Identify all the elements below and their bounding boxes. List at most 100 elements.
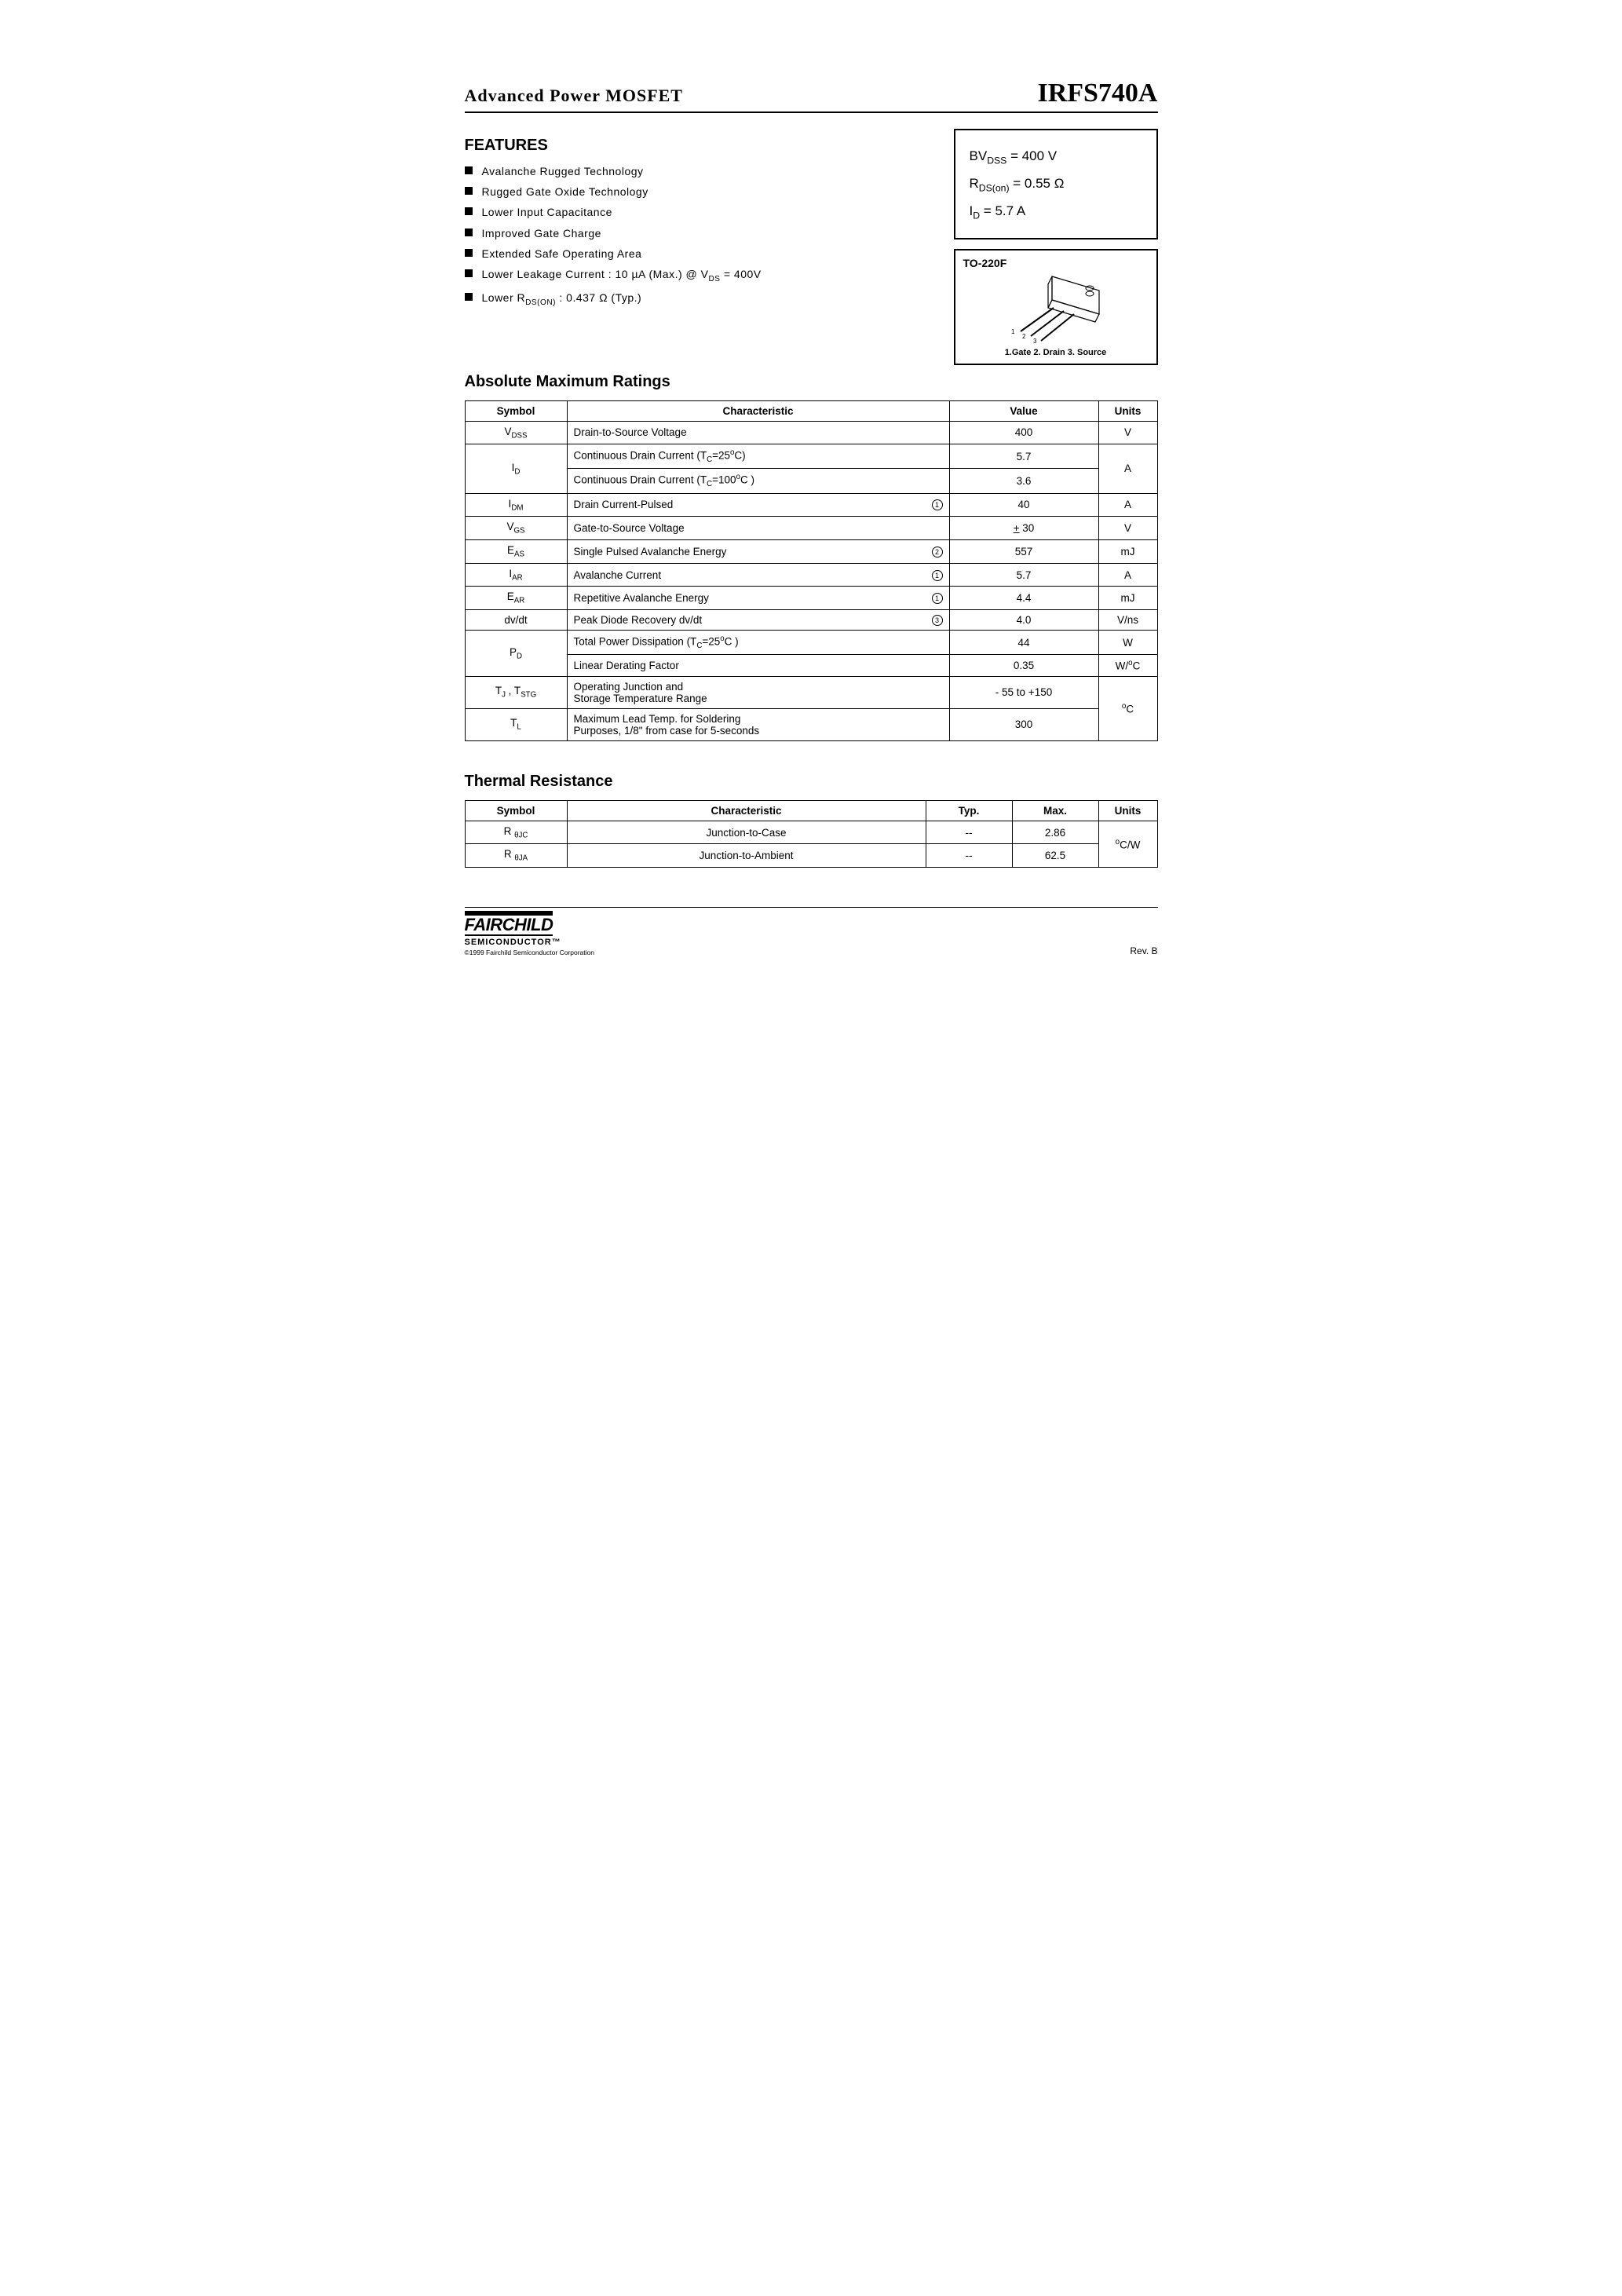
units-cell: A (1098, 563, 1157, 587)
symbol-cell: ID (465, 444, 567, 493)
value-cell: 557 (949, 540, 1098, 564)
feature-item: Avalanche Rugged Technology (465, 164, 930, 178)
characteristic-cell: Peak Diode Recovery dv/dt3 (567, 610, 949, 631)
units-cell: oC/W (1098, 821, 1157, 867)
feature-text: Rugged Gate Oxide Technology (482, 185, 648, 199)
bullet-icon (465, 166, 473, 174)
spec-column: BVDSS = 400 VRDS(on) = 0.55 ΩID = 5.7 A … (954, 129, 1158, 365)
footnote-icon: 1 (932, 593, 943, 604)
spec-line: ID = 5.7 A (970, 198, 1142, 225)
characteristic-cell: Drain-to-Source Voltage (567, 421, 949, 444)
value-cell: 5.7 (949, 444, 1098, 469)
footer-left: FAIRCHILD SEMICONDUCTOR™ ©1999 Fairchild… (465, 911, 594, 956)
value-cell: + 30 (949, 517, 1098, 540)
table-row: TJ , TSTGOperating Junction andStorage T… (465, 676, 1157, 708)
characteristic-cell: Drain Current-Pulsed1 (567, 493, 949, 517)
svg-text:1: 1 (1011, 328, 1015, 335)
symbol-cell: EAS (465, 540, 567, 564)
symbol-cell: PD (465, 631, 567, 677)
characteristic-cell: Single Pulsed Avalanche Energy2 (567, 540, 949, 564)
units-cell: A (1098, 444, 1157, 493)
spec-line: RDS(on) = 0.55 Ω (970, 170, 1142, 198)
table-row: Linear Derating Factor0.35W/oC (465, 655, 1157, 677)
header-subtitle: Advanced Power MOSFET (465, 86, 683, 106)
col-symbol: Symbol (465, 400, 567, 421)
table-row: TLMaximum Lead Temp. for SolderingPurpos… (465, 708, 1157, 740)
col-value: Value (949, 400, 1098, 421)
units-cell: V (1098, 517, 1157, 540)
max-cell: 2.86 (1012, 821, 1098, 844)
revision: Rev. B (1130, 945, 1157, 956)
part-number: IRFS740A (1037, 79, 1157, 108)
thermal-body: R θJCJunction-to-Case--2.86oC/WR θJAJunc… (465, 821, 1157, 867)
abs-max-heading: Absolute Maximum Ratings (465, 373, 1158, 391)
col-max: Max. (1012, 800, 1098, 821)
value-cell: 400 (949, 421, 1098, 444)
symbol-cell: dv/dt (465, 610, 567, 631)
fairchild-logo: FAIRCHILD (465, 911, 553, 936)
feature-item: Rugged Gate Oxide Technology (465, 185, 930, 199)
characteristic-cell: Continuous Drain Current (TC=100oC ) (567, 469, 949, 493)
units-cell: V/ns (1098, 610, 1157, 631)
characteristic-cell: Junction-to-Ambient (567, 844, 926, 868)
thermal-table: Symbol Characteristic Typ. Max. Units R … (465, 800, 1158, 868)
symbol-cell: R θJA (465, 844, 567, 868)
symbol-cell: TL (465, 708, 567, 740)
characteristic-cell: Repetitive Avalanche Energy1 (567, 587, 949, 610)
characteristic-cell: Operating Junction andStorage Temperatur… (567, 676, 949, 708)
feature-item: Extended Safe Operating Area (465, 247, 930, 261)
symbol-cell: TJ , TSTG (465, 676, 567, 708)
footnote-icon: 1 (932, 570, 943, 581)
value-cell: 300 (949, 708, 1098, 740)
units-cell: oC (1098, 676, 1157, 740)
units-cell: A (1098, 493, 1157, 517)
table-row: Continuous Drain Current (TC=100oC )3.6 (465, 469, 1157, 493)
table-row: R θJCJunction-to-Case--2.86oC/W (465, 821, 1157, 844)
package-drawing-icon: 1 2 3 (989, 272, 1123, 343)
symbol-cell: EAR (465, 587, 567, 610)
value-cell: 5.7 (949, 563, 1098, 587)
bullet-icon (465, 229, 473, 236)
features-list: Avalanche Rugged Technology Rugged Gate O… (465, 164, 930, 308)
col-units: Units (1098, 800, 1157, 821)
package-pins: 1.Gate 2. Drain 3. Source (963, 348, 1149, 357)
symbol-cell: R θJC (465, 821, 567, 844)
svg-text:3: 3 (1033, 338, 1037, 343)
col-characteristic: Characteristic (567, 800, 926, 821)
page-header: Advanced Power MOSFET IRFS740A (465, 79, 1158, 113)
characteristic-cell: Maximum Lead Temp. for SolderingPurposes… (567, 708, 949, 740)
copyright: ©1999 Fairchild Semiconductor Corporatio… (465, 949, 594, 956)
thermal-header-row: Symbol Characteristic Typ. Max. Units (465, 800, 1157, 821)
page-root: Advanced Power MOSFET IRFS740A FEATURES … (406, 0, 1217, 1004)
table-row: VDSSDrain-to-Source Voltage400V (465, 421, 1157, 444)
characteristic-cell: Junction-to-Case (567, 821, 926, 844)
feature-item: Improved Gate Charge (465, 226, 930, 240)
symbol-cell: VGS (465, 517, 567, 540)
value-cell: 44 (949, 631, 1098, 655)
package-box: TO-220F 1 (954, 249, 1158, 365)
units-cell: V (1098, 421, 1157, 444)
bullet-icon (465, 187, 473, 195)
characteristic-cell: Continuous Drain Current (TC=25oC) (567, 444, 949, 469)
feature-text: Lower Input Capacitance (482, 205, 612, 219)
characteristic-cell: Linear Derating Factor (567, 655, 949, 677)
typ-cell: -- (926, 821, 1012, 844)
key-specs-box: BVDSS = 400 VRDS(on) = 0.55 ΩID = 5.7 A (954, 129, 1158, 239)
abs-max-header-row: Symbol Characteristic Value Units (465, 400, 1157, 421)
top-section: FEATURES Avalanche Rugged TechnologyRugg… (465, 129, 1158, 365)
semiconductor-label: SEMICONDUCTOR™ (465, 938, 594, 947)
value-cell: - 55 to +150 (949, 676, 1098, 708)
feature-text: Lower Leakage Current : 10 µA (Max.) @ V… (482, 267, 762, 284)
units-cell: mJ (1098, 540, 1157, 564)
col-typ: Typ. (926, 800, 1012, 821)
table-row: EARRepetitive Avalanche Energy14.4mJ (465, 587, 1157, 610)
table-row: EASSingle Pulsed Avalanche Energy2557mJ (465, 540, 1157, 564)
units-cell: mJ (1098, 587, 1157, 610)
table-row: R θJAJunction-to-Ambient--62.5 (465, 844, 1157, 868)
footnote-icon: 2 (932, 547, 943, 558)
features-column: FEATURES Avalanche Rugged TechnologyRugg… (465, 129, 930, 365)
abs-max-body: VDSSDrain-to-Source Voltage400VIDContinu… (465, 421, 1157, 740)
table-row: PDTotal Power Dissipation (TC=25oC )44W (465, 631, 1157, 655)
bullet-icon (465, 249, 473, 257)
characteristic-cell: Avalanche Current1 (567, 563, 949, 587)
